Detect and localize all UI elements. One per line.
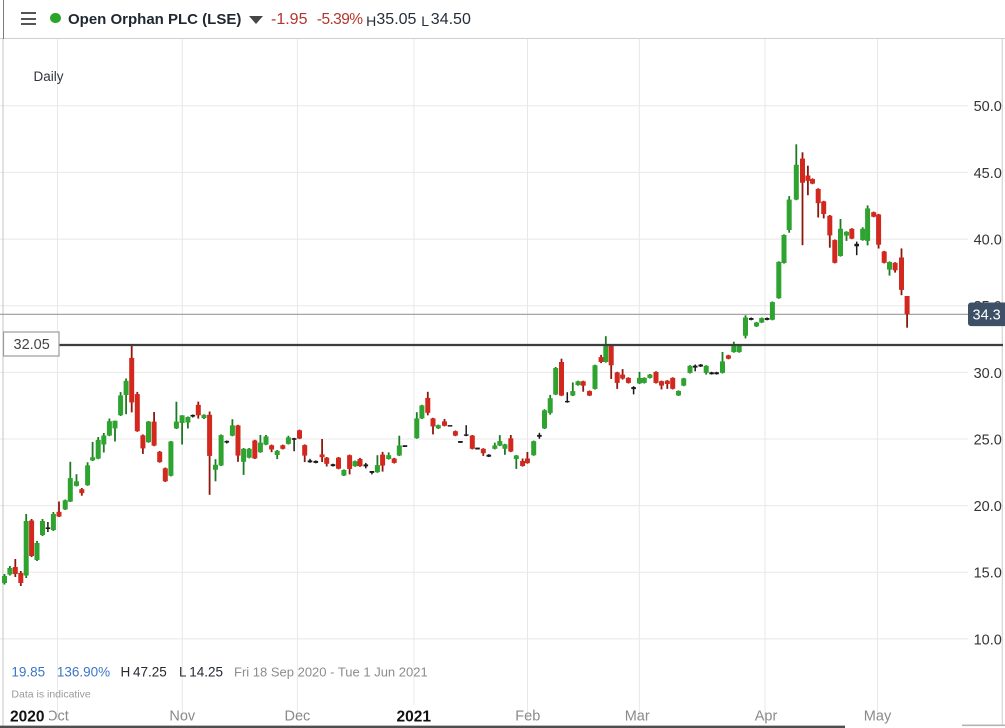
svg-text:2021: 2021 xyxy=(397,709,432,726)
svg-text:Fri 18 Sep 2020 - Tue 1 Jun 20: Fri 18 Sep 2020 - Tue 1 Jun 2021 xyxy=(234,665,428,680)
svg-text:Dec: Dec xyxy=(285,709,311,725)
svg-text:10.0: 10.0 xyxy=(974,632,1002,648)
svg-text:Mar: Mar xyxy=(625,709,650,725)
svg-text:19.85: 19.85 xyxy=(11,665,45,680)
svg-text:Nov: Nov xyxy=(169,709,196,725)
svg-text:L 14.25: L 14.25 xyxy=(179,665,223,680)
svg-text:20.0: 20.0 xyxy=(974,499,1002,515)
svg-text:45.0: 45.0 xyxy=(974,166,1002,182)
svg-text:Daily: Daily xyxy=(34,69,64,84)
svg-text:Oct: Oct xyxy=(46,709,69,725)
svg-text:Apr: Apr xyxy=(755,709,778,725)
svg-text:Feb: Feb xyxy=(515,709,540,725)
svg-text:34.3: 34.3 xyxy=(973,308,1001,324)
svg-text:15.0: 15.0 xyxy=(974,566,1002,582)
svg-text:30.0: 30.0 xyxy=(974,366,1002,382)
svg-text:May: May xyxy=(864,709,892,725)
svg-text:136.90%: 136.90% xyxy=(57,665,110,680)
svg-text:32.05: 32.05 xyxy=(14,337,50,353)
svg-text:40.0: 40.0 xyxy=(974,233,1002,249)
svg-text:50.0: 50.0 xyxy=(974,99,1002,115)
svg-text:2020: 2020 xyxy=(10,709,44,726)
svg-text:H 47.25: H 47.25 xyxy=(121,665,167,680)
svg-text:25.0: 25.0 xyxy=(974,432,1002,448)
svg-text:Data is indicative: Data is indicative xyxy=(11,689,91,701)
